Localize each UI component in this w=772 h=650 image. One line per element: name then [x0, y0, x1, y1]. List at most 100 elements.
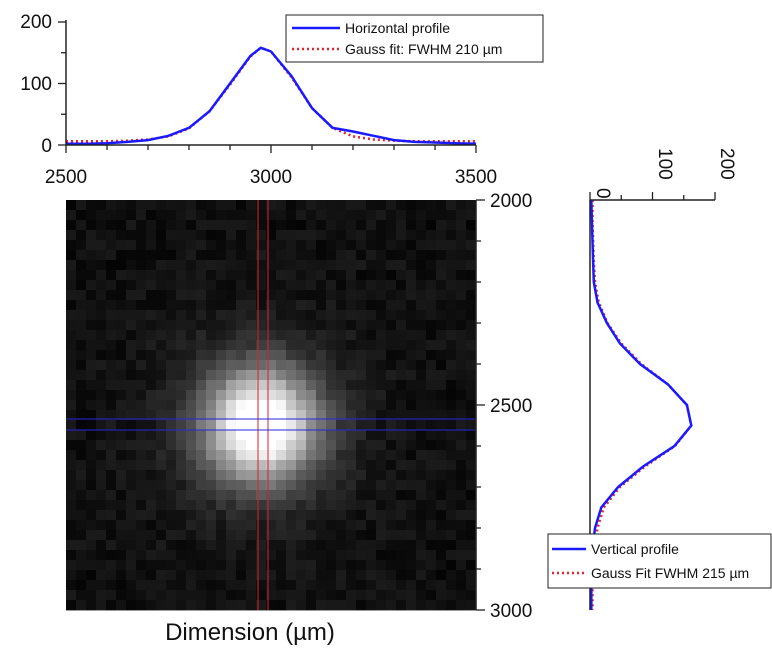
heatmap-cell — [336, 320, 347, 331]
heatmap-cell — [226, 260, 237, 271]
heatmap-cell — [206, 310, 217, 321]
heatmap-cell — [206, 600, 217, 611]
heatmap-cell — [396, 470, 407, 481]
heatmap-cell — [126, 430, 137, 441]
heatmap-cell — [356, 550, 367, 561]
heatmap-cell — [96, 530, 107, 541]
heatmap-cell — [66, 350, 77, 361]
heatmap-cell — [306, 270, 317, 281]
heatmap-cell — [266, 310, 277, 321]
heatmap-cell — [116, 490, 127, 501]
heatmap-cell — [156, 400, 167, 411]
heatmap-cell — [186, 350, 197, 361]
heatmap-cell — [66, 440, 77, 451]
heatmap-cell — [366, 530, 377, 541]
heatmap-cell — [96, 390, 107, 401]
heatmap-cell — [246, 390, 257, 401]
heatmap-cell — [306, 570, 317, 581]
heatmap-cell — [186, 320, 197, 331]
heatmap-cell — [426, 260, 437, 271]
heatmap-cell — [246, 280, 257, 291]
heatmap-cell — [116, 220, 127, 231]
heatmap-cell — [296, 240, 307, 251]
heatmap-cell — [426, 310, 437, 321]
heatmap-cell — [416, 330, 427, 341]
heatmap-cell — [126, 450, 137, 461]
heatmap-cell — [306, 240, 317, 251]
heatmap-cell — [336, 450, 347, 461]
heatmap-cell — [66, 250, 77, 261]
heatmap-cell — [366, 290, 377, 301]
heatmap-cell — [446, 250, 457, 261]
heatmap-cell — [246, 200, 257, 211]
heatmap-cell — [236, 230, 247, 241]
heatmap-cell — [426, 200, 437, 211]
heatmap-cell — [306, 340, 317, 351]
heatmap-cell — [326, 340, 337, 351]
heatmap-cell — [406, 360, 417, 371]
beam-image-panel: 2000 2500 3000 Dimension (µm) — [66, 191, 532, 646]
heatmap-cell — [66, 210, 77, 221]
heatmap-cell — [96, 480, 107, 491]
heatmap-cell — [136, 360, 147, 371]
heatmap-cell — [346, 350, 357, 361]
heatmap-cell — [136, 510, 147, 521]
heatmap-cell — [106, 440, 117, 451]
heatmap-cell — [386, 460, 397, 471]
heatmap-cell — [166, 470, 177, 481]
heatmap-cell — [186, 390, 197, 401]
heatmap-cell — [396, 210, 407, 221]
heatmap-cell — [256, 380, 267, 391]
heatmap-cell — [336, 270, 347, 281]
heatmap-cell — [326, 360, 337, 371]
heatmap-cell — [136, 220, 147, 231]
heatmap-cell — [416, 280, 427, 291]
heatmap-cell — [136, 590, 147, 601]
heatmap-cell — [106, 280, 117, 291]
heatmap-cell — [406, 300, 417, 311]
heatmap-cell — [206, 320, 217, 331]
heatmap-cell — [456, 340, 467, 351]
heatmap-cell — [286, 530, 297, 541]
heatmap-cell — [376, 330, 387, 341]
heatmap-cell — [256, 440, 267, 451]
heatmap-cell — [296, 280, 307, 291]
heatmap-cell — [326, 320, 337, 331]
heatmap-cell — [226, 550, 237, 561]
heatmap-cell — [436, 560, 447, 571]
heatmap-cell — [356, 290, 367, 301]
heatmap-cell — [466, 420, 477, 431]
heatmap-cell — [246, 430, 257, 441]
heatmap-cell — [386, 240, 397, 251]
heatmap-cell — [446, 370, 457, 381]
heatmap-cell — [86, 500, 97, 511]
heatmap-cell — [96, 540, 107, 551]
heatmap-cell — [196, 580, 207, 591]
heatmap-cell — [106, 570, 117, 581]
heatmap-cell — [436, 440, 447, 451]
heatmap-cell — [236, 250, 247, 261]
heatmap-cell — [236, 350, 247, 361]
heatmap-cell — [466, 250, 477, 261]
heatmap-cell — [116, 300, 127, 311]
heatmap-cell — [126, 260, 137, 271]
heatmap-cell — [216, 540, 227, 551]
heatmap-cell — [236, 400, 247, 411]
heatmap-cell — [106, 530, 117, 541]
heatmap-cell — [396, 310, 407, 321]
heatmap-cell — [376, 590, 387, 601]
heatmap-cell — [246, 570, 257, 581]
heatmap-cell — [326, 290, 337, 301]
heatmap-cell — [236, 580, 247, 591]
heatmap-cell — [436, 530, 447, 541]
heatmap-cell — [96, 300, 107, 311]
heatmap-cell — [86, 370, 97, 381]
heatmap-cell — [116, 250, 127, 261]
heatmap-cell — [426, 580, 437, 591]
heatmap-cell — [466, 590, 477, 601]
heatmap-cell — [406, 350, 417, 361]
heatmap-cell — [196, 240, 207, 251]
heatmap-cell — [156, 310, 167, 321]
heatmap-cell — [446, 550, 457, 561]
heatmap-cell — [66, 540, 77, 551]
